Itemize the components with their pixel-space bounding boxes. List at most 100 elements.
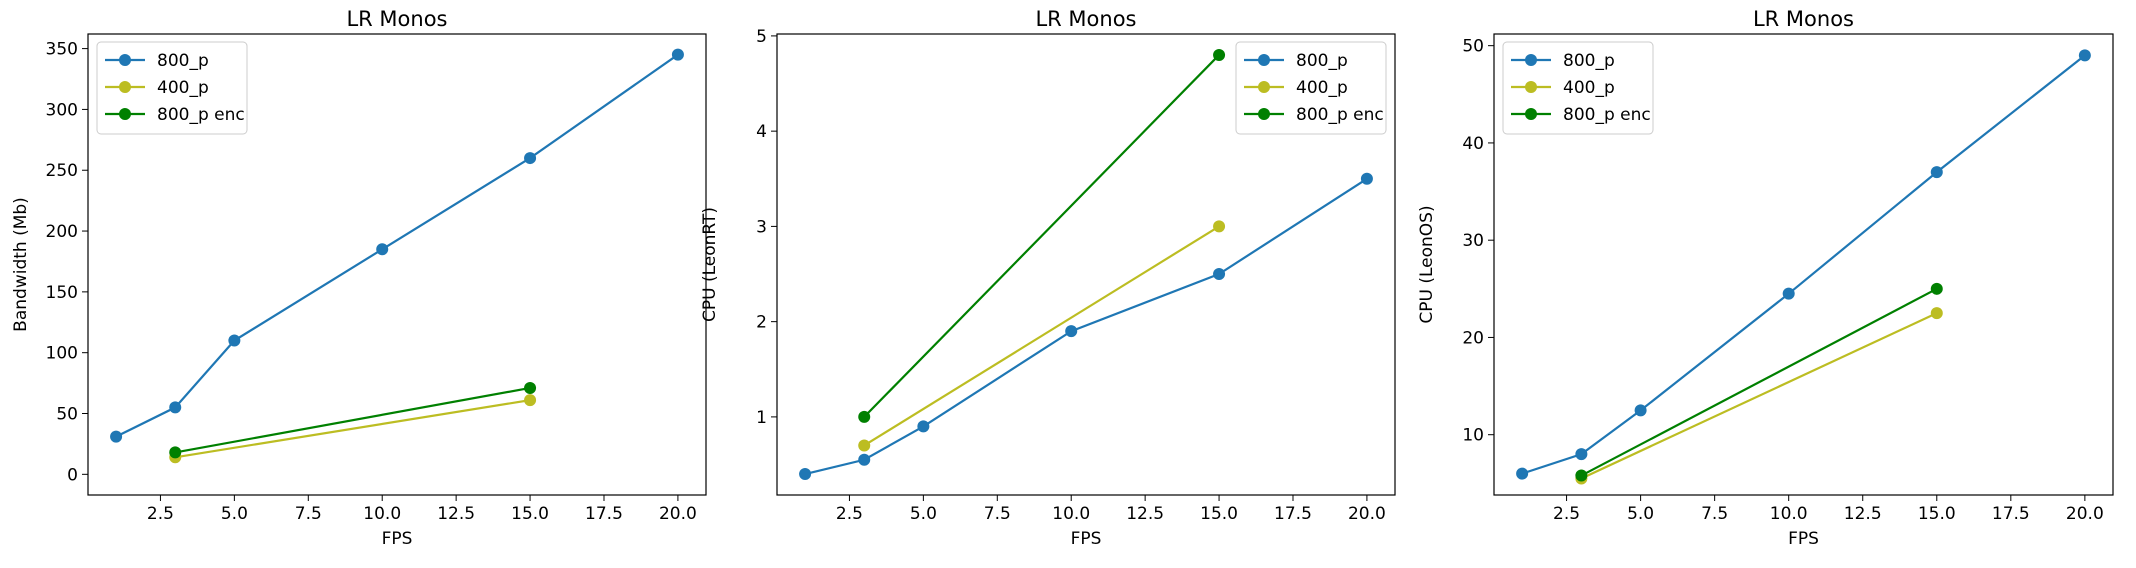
y-tick-label: 20 <box>1462 328 1484 348</box>
y-tick-label: 50 <box>56 405 78 425</box>
y-tick-label: 50 <box>1462 37 1484 57</box>
data-point <box>671 48 684 61</box>
legend-label: 400_p <box>1296 78 1348 98</box>
data-point <box>799 468 812 481</box>
y-tick-label: 1 <box>756 408 767 428</box>
x-tick-label: 17.5 <box>1992 504 2030 524</box>
series-line-800_p <box>115 53 679 438</box>
data-point <box>1213 220 1226 233</box>
series-line-800_p-enc <box>863 54 1220 418</box>
data-point <box>376 243 389 256</box>
y-tick-label: 350 <box>46 40 78 60</box>
legend-label: 800_p <box>1563 51 1615 71</box>
data-point <box>1213 268 1226 281</box>
legend-marker <box>1525 108 1537 120</box>
chart-1: 2.5 5.0 7.5 10.0 12.5 15.0 17.5 20.0 0 50 100 150 20… <box>11 7 707 549</box>
y-tick-label: 4 <box>756 122 767 142</box>
data-point <box>1575 448 1588 461</box>
chart-title: LR Monos <box>1035 7 1136 31</box>
x-tick-label: 7.5 <box>1701 504 1728 524</box>
x-axis-label: FPS <box>382 529 413 549</box>
x-tick-label: 12.5 <box>1844 504 1882 524</box>
chart-2: 2.5 5.0 7.5 10.0 12.5 15.0 17.5 20.0 1 2 3 4 5 LR Mon… <box>700 7 1396 549</box>
chart-3: 2.5 5.0 7.5 10.0 12.5 15.0 17.5 20.0 10 20 30 40 50 L… <box>1417 7 2114 549</box>
data-point <box>1930 166 1943 179</box>
series-line-800_p <box>1521 54 2086 475</box>
x-tick-label: 7.5 <box>984 504 1011 524</box>
chart-title: LR Monos <box>1753 7 1854 31</box>
y-tick-label: 40 <box>1462 134 1484 154</box>
x-tick-label: 2.5 <box>836 504 863 524</box>
y-axis-label: CPU (LeonOS) <box>1417 205 1437 323</box>
y-tick-label: 3 <box>756 217 767 237</box>
series-line-800_p-enc <box>1580 287 1938 477</box>
x-tick-label: 15.0 <box>511 504 549 524</box>
series-line-800_p-enc <box>175 386 531 454</box>
legend: 800_p 400_p 800_p enc <box>1235 41 1387 135</box>
y-axis-label: CPU (LeonRT) <box>700 207 720 322</box>
data-point <box>2078 49 2091 62</box>
plot-frame <box>776 33 1396 496</box>
data-point <box>1575 469 1588 482</box>
data-point <box>524 394 537 407</box>
data-point <box>169 401 182 414</box>
data-point <box>1930 282 1943 295</box>
x-tick-label: 17.5 <box>585 504 623 524</box>
legend-label: 800_p enc <box>1563 105 1651 125</box>
plot-frame <box>87 33 707 496</box>
x-tick-label: 5.0 <box>1627 504 1654 524</box>
y-tick-label: 30 <box>1462 231 1484 251</box>
x-tick-label: 5.0 <box>221 504 248 524</box>
legend-marker <box>119 81 131 93</box>
y-axis-label: Bandwidth (Mb) <box>11 197 31 332</box>
legend-marker <box>1258 54 1270 66</box>
x-tick-label: 12.5 <box>1126 504 1164 524</box>
y-tick-label: 5 <box>756 27 767 47</box>
x-tick-label: 12.5 <box>437 504 475 524</box>
y-tick-label: 10 <box>1462 426 1484 446</box>
legend-marker <box>119 54 131 66</box>
x-tick-label: 20.0 <box>659 504 697 524</box>
x-tick-label: 10.0 <box>1770 504 1808 524</box>
data-point <box>1065 325 1078 338</box>
data-point <box>1516 467 1529 480</box>
series-line-400_p <box>175 399 531 459</box>
y-tick-label: 200 <box>46 222 78 242</box>
data-point <box>858 410 871 423</box>
series-line-400_p <box>863 225 1220 447</box>
legend-label: 800_p enc <box>1296 105 1384 125</box>
y-tick-label: 250 <box>46 161 78 181</box>
x-tick-label: 15.0 <box>1200 504 1238 524</box>
x-axis-label: FPS <box>1071 529 1102 549</box>
legend-label: 800_p enc <box>157 105 245 125</box>
data-point <box>1634 404 1647 417</box>
y-tick-label: 2 <box>756 313 767 333</box>
data-point <box>524 152 537 165</box>
legend-marker <box>1258 108 1270 120</box>
x-tick-label: 17.5 <box>1274 504 1312 524</box>
x-axis-label: FPS <box>1788 529 1819 549</box>
data-point <box>1930 307 1943 320</box>
data-point <box>524 381 537 394</box>
x-tick-label: 2.5 <box>147 504 174 524</box>
legend-marker <box>1525 54 1537 66</box>
legend-label: 400_p <box>157 78 209 98</box>
legend-box <box>1502 41 1654 135</box>
y-tick-label: 300 <box>46 100 78 120</box>
x-tick-label: 20.0 <box>2066 504 2104 524</box>
x-tick-label: 10.0 <box>363 504 401 524</box>
legend: 800_p 400_p 800_p enc <box>96 41 248 135</box>
legend-label: 800_p <box>1296 51 1348 71</box>
y-tick-label: 100 <box>46 344 78 364</box>
data-point <box>858 439 871 452</box>
data-point <box>1360 172 1373 185</box>
legend-marker <box>1525 81 1537 93</box>
x-tick-label: 7.5 <box>295 504 322 524</box>
legend-box <box>96 41 248 135</box>
plot-frame <box>1493 33 2114 496</box>
data-point <box>1213 48 1226 61</box>
x-tick-label: 10.0 <box>1052 504 1090 524</box>
y-tick-label: 0 <box>67 465 78 485</box>
x-tick-label: 2.5 <box>1553 504 1580 524</box>
data-point <box>169 446 182 459</box>
